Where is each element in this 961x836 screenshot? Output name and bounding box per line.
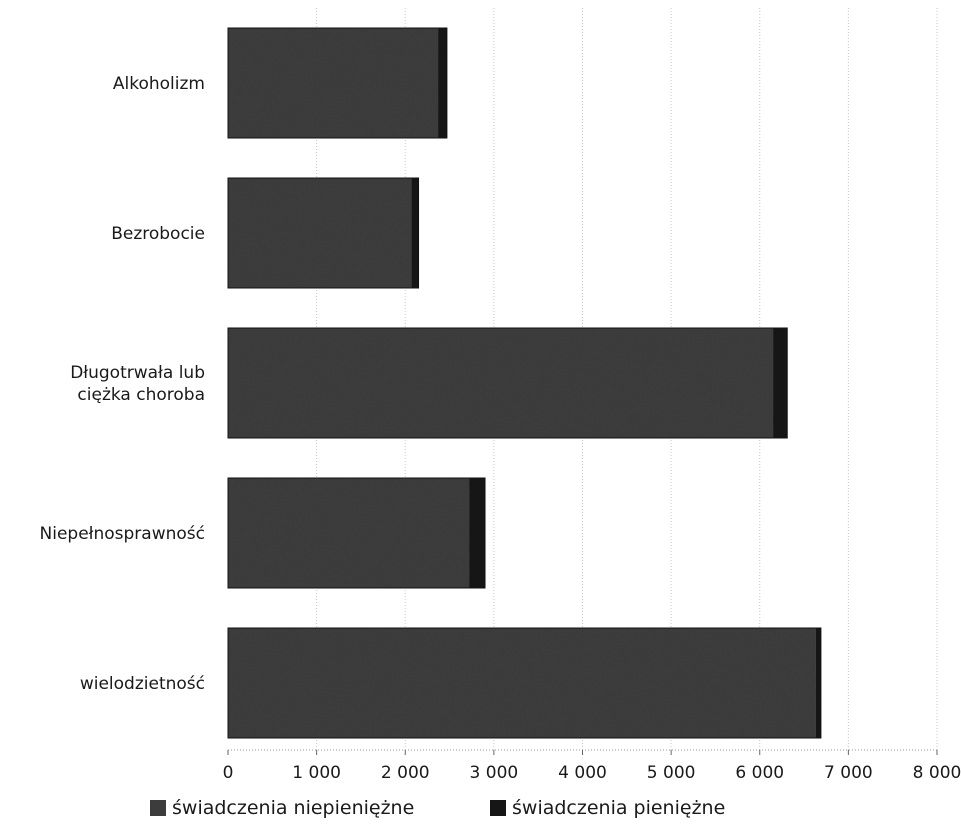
bar-segment bbox=[228, 628, 816, 738]
category-label: Bezrobocie bbox=[111, 224, 205, 244]
x-tick-label: 8 000 bbox=[913, 763, 961, 783]
legend-label: świadczenia pieniężne bbox=[512, 797, 725, 819]
category-label: Niepełnosprawność bbox=[40, 524, 206, 544]
bar-outline bbox=[227, 627, 822, 739]
bar-outline bbox=[227, 477, 486, 589]
category-label-line: Długotrwała lub bbox=[70, 363, 205, 383]
bar-outline bbox=[227, 27, 448, 139]
bar-outline bbox=[227, 177, 420, 289]
x-tick-label: 6 000 bbox=[735, 763, 784, 783]
x-tick-label: 1 000 bbox=[292, 763, 341, 783]
category-label-line: Bezrobocie bbox=[111, 224, 205, 244]
x-axis: 0 1 000 2 000 3 000 4 000 5 000 6 000 7 000 8 00… bbox=[223, 749, 961, 783]
category-label-line: wielodzietność bbox=[80, 674, 205, 694]
bar-segment bbox=[438, 28, 447, 138]
category-label: Alkoholizm bbox=[113, 74, 205, 94]
category-label-line: Alkoholizm bbox=[113, 74, 205, 94]
category-label: Długotrwała lub ciężka choroba bbox=[70, 363, 205, 405]
bar-segment bbox=[228, 328, 774, 438]
x-tick-label: 4 000 bbox=[558, 763, 607, 783]
category-labels: Alkoholizm Bezrobocie Długotrwała lub ciężk… bbox=[40, 74, 206, 694]
bar-segment bbox=[228, 478, 470, 588]
bar-segment bbox=[815, 628, 821, 738]
legend-label: świadczenia niepieniężne bbox=[172, 797, 414, 819]
legend-swatch bbox=[490, 800, 506, 816]
bar-segment bbox=[228, 178, 412, 288]
x-tick-label: 3 000 bbox=[470, 763, 519, 783]
bar-outline bbox=[227, 327, 788, 439]
bar-segment bbox=[228, 28, 439, 138]
bar-segment bbox=[469, 478, 486, 588]
bar-segment bbox=[773, 328, 788, 438]
bar-segment bbox=[411, 178, 419, 288]
legend: świadczenia niepieniężne świadczenia pien… bbox=[150, 797, 725, 819]
x-tick-label: 0 bbox=[223, 763, 234, 783]
x-tick-label: 2 000 bbox=[381, 763, 430, 783]
x-tick-label: 7 000 bbox=[824, 763, 873, 783]
legend-swatch bbox=[150, 800, 166, 816]
x-tick-label: 5 000 bbox=[647, 763, 696, 783]
category-label-line: ciężka choroba bbox=[77, 385, 205, 405]
bars bbox=[227, 27, 822, 739]
category-label-line: Niepełnosprawność bbox=[40, 524, 206, 544]
category-label: wielodzietność bbox=[80, 674, 205, 694]
